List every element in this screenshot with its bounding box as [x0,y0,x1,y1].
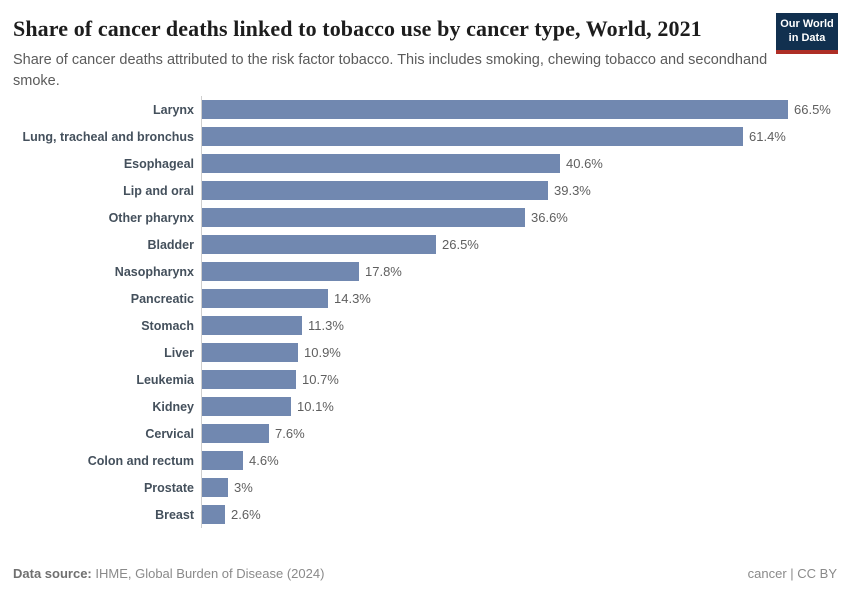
data-source-label: Data source: [13,566,92,581]
value-label: 2.6% [231,507,261,523]
category-label: Other pharynx [108,210,194,225]
bar-row: Nasopharynx 17.8% [13,258,837,286]
bar[interactable] [202,235,436,255]
category-label: Pancreatic [130,291,194,306]
value-label: 10.1% [297,399,334,415]
bar-row: Colon and rectum 4.6% [13,447,837,475]
value-label: 40.6% [566,156,603,172]
license-note[interactable]: cancer | CC BY [747,566,837,581]
bar[interactable] [202,343,298,363]
bar-track: 26.5% [201,231,837,259]
bar[interactable] [202,397,291,417]
bar-row: Cervical 7.6% [13,420,837,448]
category-label: Colon and rectum [87,453,194,468]
page-title: Share of cancer deaths linked to tobacco… [13,16,702,41]
category-label: Liver [164,345,194,360]
bar[interactable] [202,208,525,228]
bar[interactable] [202,181,548,201]
value-label: 66.5% [794,102,831,118]
value-label: 36.6% [531,210,568,226]
owid-logo-line1: Our World [780,18,834,30]
bar[interactable] [202,424,269,444]
bar-track: 3% [201,474,837,502]
owid-logo-box: Our World in Data [776,13,838,50]
category-label: Stomach [141,318,194,333]
bar-row: Other pharynx 36.6% [13,204,837,232]
footer: Data source: IHME, Global Burden of Dise… [13,566,837,581]
value-label: 26.5% [442,237,479,253]
category-label: Larynx [153,102,194,117]
value-label: 3% [234,480,253,496]
owid-logo[interactable]: Our World in Data [776,13,838,54]
chart-subtitle: Share of cancer deaths attributed to the… [13,52,768,89]
category-label: Cervical [145,426,194,441]
bar-row: Prostate 3% [13,474,837,502]
bar[interactable] [202,451,243,471]
bar-track: 36.6% [201,204,837,232]
value-label: 7.6% [275,426,305,442]
bar-track: 39.3% [201,177,837,205]
bar-track: 40.6% [201,150,837,178]
bar-track: 11.3% [201,312,837,340]
bar-track: 4.6% [201,447,837,475]
bar-row: Bladder 26.5% [13,231,837,259]
category-label: Nasopharynx [114,264,194,279]
value-label: 10.7% [302,372,339,388]
value-label: 17.8% [365,264,402,280]
bar-track: 14.3% [201,285,837,313]
bar-row: Leukemia 10.7% [13,366,837,394]
bar-row: Lip and oral 39.3% [13,177,837,205]
bar-track: 2.6% [201,501,837,529]
category-label: Breast [155,507,194,522]
bar-track: 10.9% [201,339,837,367]
bar-row: Breast 2.6% [13,501,837,529]
value-label: 11.3% [308,318,344,334]
bar[interactable] [202,370,296,390]
bar-row: Kidney 10.1% [13,393,837,421]
bar-track: 7.6% [201,420,837,448]
category-label: Kidney [152,399,194,414]
bar-row: Pancreatic 14.3% [13,285,837,313]
bar-track: 10.1% [201,393,837,421]
bar-row: Liver 10.9% [13,339,837,367]
bar[interactable] [202,505,225,525]
category-label: Lip and oral [123,183,194,198]
bar-row: Esophageal 40.6% [13,150,837,178]
value-label: 14.3% [334,291,371,307]
bar[interactable] [202,316,302,336]
bar[interactable] [202,154,560,174]
category-label: Lung, tracheal and bronchus [22,129,194,144]
bar-rows: Larynx 66.5% Lung, tracheal and bronchus 61… [13,96,837,529]
value-label: 4.6% [249,453,279,469]
category-label: Bladder [147,237,194,252]
bar-row: Lung, tracheal and bronchus 61.4% [13,123,837,151]
bar[interactable] [202,127,743,147]
category-label: Esophageal [123,156,194,171]
value-label: 10.9% [304,345,341,361]
owid-logo-red-bar [776,49,838,54]
data-source-value: IHME, Global Burden of Disease (2024) [91,566,325,581]
category-label: Prostate [143,480,194,495]
bar-row: Larynx 66.5% [13,96,837,124]
value-label: 61.4% [749,129,786,145]
value-label: 39.3% [554,183,591,199]
category-label: Leukemia [136,372,194,387]
owid-logo-line2: in Data [788,31,826,44]
bar-track: 61.4% [201,123,837,151]
bar-track: 17.8% [201,258,837,286]
data-source: Data source: IHME, Global Burden of Dise… [13,566,324,581]
bar[interactable] [202,289,328,309]
bar[interactable] [202,100,788,120]
bar-row: Stomach 11.3% [13,312,837,340]
bar-chart: Larynx 66.5% Lung, tracheal and bronchus 61… [13,96,837,529]
bar[interactable] [202,478,228,498]
bar[interactable] [202,262,359,282]
bar-track: 66.5% [201,96,837,124]
bar-track: 10.7% [201,366,837,394]
